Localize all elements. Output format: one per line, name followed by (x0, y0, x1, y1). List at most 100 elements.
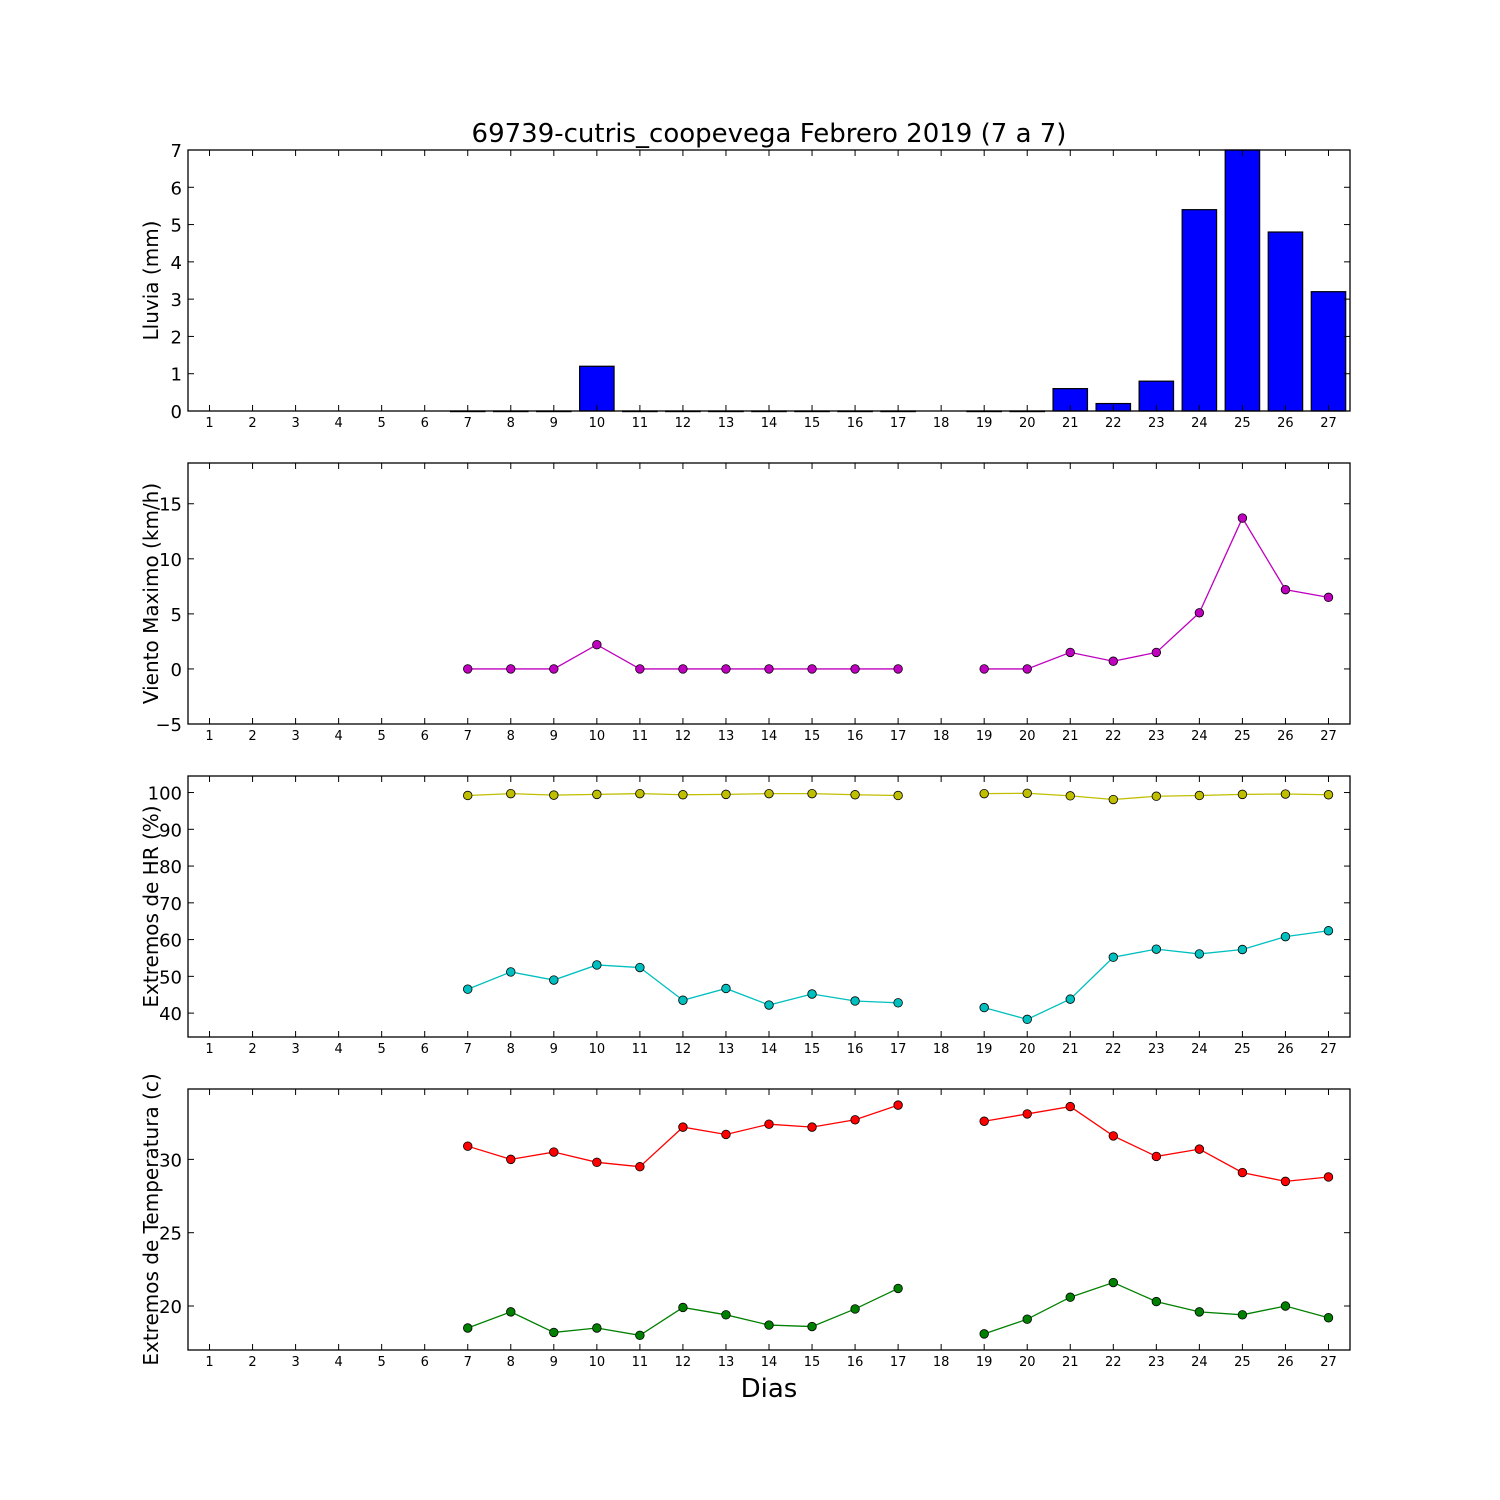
wind-series-1-point-day-23 (1151, 647, 1162, 658)
temperature-xtick-label: 10 (589, 1355, 606, 1370)
humidity-plot-frame (187, 775, 1351, 1038)
humidity-series-1-point-day-19 (979, 788, 989, 799)
wind-series-1-point-day-9 (549, 664, 559, 674)
humidity-series-1-point-day-21 (1065, 791, 1075, 801)
temperature-series-1-point-day-21 (1065, 1101, 1075, 1112)
temperature-xtick-label: 1 (205, 1355, 213, 1370)
rain-xtick-label: 22 (1105, 416, 1122, 431)
humidity-series-2-point-day-21 (1065, 994, 1075, 1004)
rain-y-axis-label: Lluvia (mm) (139, 221, 163, 341)
rain-plot-frame (187, 149, 1351, 412)
rain-xtick-label: 17 (890, 416, 907, 431)
temperature-series-2-point-day-13 (721, 1310, 731, 1320)
wind-xtick-label: 3 (291, 729, 299, 744)
rain-xtick-label: 24 (1191, 416, 1208, 431)
humidity-xtick-label: 8 (507, 1042, 515, 1057)
humidity-ytick-label: 40 (159, 1004, 182, 1025)
rain-ytick-label: 0 (171, 402, 182, 423)
humidity-series-2-point-day-8 (506, 967, 516, 977)
temperature-series-1-point-day-14 (764, 1119, 774, 1129)
temperature-series-2-line-2 (983, 1281, 1329, 1335)
humidity-series-1-point-day-23 (1151, 791, 1162, 801)
rain-xtick-label: 7 (464, 416, 472, 431)
wind-series-1-point-day-11 (635, 664, 645, 674)
wind-series-1-point-day-8 (506, 664, 516, 674)
humidity-series-1-point-day-20 (1022, 788, 1032, 798)
wind-ytick-label: −5 (155, 715, 182, 736)
rain-xtick-label: 16 (847, 416, 864, 431)
humidity-ytick-label: 90 (159, 820, 182, 841)
humidity-series-1-point-day-7 (463, 790, 473, 801)
temperature-series-2-point-day-16 (850, 1304, 860, 1314)
temperature-xtick-label: 14 (761, 1355, 778, 1370)
rain-xtick-label: 8 (507, 416, 515, 431)
humidity-series-2-line-2 (984, 930, 1329, 1021)
rain-bar-day-26 (1267, 231, 1304, 412)
wind-series-1-line-2 (984, 516, 1329, 670)
temperature-series-1-point-day-12 (678, 1122, 688, 1132)
temperature-series-1-point-day-23 (1151, 1151, 1162, 1162)
humidity-xtick-label: 12 (675, 1042, 692, 1057)
humidity-series-1-point-day-9 (549, 790, 559, 800)
wind-series-1-point-day-25 (1237, 513, 1248, 523)
temperature-xtick-label: 6 (421, 1355, 429, 1370)
rain-xtick-label: 4 (334, 416, 342, 431)
rain-ytick-label: 7 (171, 141, 182, 162)
temperature-series-2-point-day-15 (807, 1321, 817, 1332)
temperature-series-2-point-day-22 (1108, 1277, 1118, 1288)
humidity-xtick-label: 19 (976, 1042, 993, 1057)
temperature-series-2-point-day-14 (764, 1320, 774, 1330)
temperature-xtick-label: 25 (1234, 1355, 1251, 1370)
wind-series-1-point-day-10 (592, 640, 602, 650)
humidity-ytick-label: 80 (159, 857, 182, 878)
rain-ytick-label: 5 (171, 216, 182, 237)
wind-ytick-label: 10 (159, 550, 182, 571)
humidity-series-1-point-day-13 (721, 789, 731, 800)
temperature-ytick-label: 20 (159, 1297, 182, 1318)
humidity-series-1-point-day-12 (678, 790, 688, 800)
humidity-xtick-label: 23 (1148, 1042, 1165, 1057)
temperature-series-1-point-day-9 (549, 1147, 559, 1157)
humidity-xtick-label: 27 (1320, 1042, 1337, 1057)
rain-xtick-label: 21 (1062, 416, 1079, 431)
wind-xtick-label: 22 (1105, 729, 1122, 744)
rain-bar-day-10 (579, 365, 615, 412)
wind-y-axis-label: Viento Maximo (km/h) (139, 483, 163, 704)
temperature-series-1-point-day-19 (979, 1116, 989, 1126)
temperature-xtick-label: 23 (1148, 1355, 1165, 1370)
wind-series-1-point-day-20 (1022, 664, 1032, 674)
wind-xtick-label: 9 (550, 729, 558, 744)
humidity-ytick-label: 60 (159, 931, 182, 952)
humidity-series-1-point-day-8 (506, 788, 516, 799)
rain-xtick-label: 2 (248, 416, 256, 431)
temperature-xtick-label: 15 (804, 1355, 821, 1370)
temperature-series-1-point-day-11 (635, 1162, 645, 1172)
wind-series-1-point-day-14 (764, 664, 774, 674)
figure-title: 69739-cutris_coopevega Febrero 2019 (7 a… (472, 119, 1067, 149)
humidity-series-1-point-day-17 (893, 790, 903, 801)
wind-series-1-point-day-21 (1065, 647, 1075, 658)
wind-xtick-label: 23 (1148, 729, 1165, 744)
wind-xtick-label: 5 (378, 729, 386, 744)
temperature-y-axis-label: Extremos de Temperatura (c) (139, 1073, 163, 1365)
rain-xtick-label: 13 (718, 416, 735, 431)
wind-xtick-label: 7 (464, 729, 472, 744)
humidity-xtick-label: 2 (248, 1042, 256, 1057)
temperature-series-1-point-day-15 (807, 1122, 817, 1132)
wind-xtick-label: 10 (589, 729, 606, 744)
wind-series-1-point-day-16 (850, 664, 860, 674)
temperature-xtick-label: 16 (847, 1355, 864, 1370)
wind-xtick-label: 19 (976, 729, 993, 744)
temperature-ytick-label: 25 (159, 1224, 182, 1245)
rain-xtick-label: 5 (378, 416, 386, 431)
temperature-series-2-point-day-25 (1237, 1310, 1248, 1320)
temperature-series-2-point-day-12 (678, 1302, 688, 1313)
temperature-series-1-point-day-16 (850, 1115, 860, 1125)
rain-ytick-label: 4 (171, 253, 182, 274)
wind-series-1-point-day-27 (1323, 592, 1334, 603)
humidity-xtick-label: 15 (804, 1042, 821, 1057)
humidity-series-2-point-day-7 (463, 984, 473, 994)
wind-series-1-point-day-24 (1194, 608, 1205, 618)
humidity-series-2-point-day-27 (1323, 926, 1334, 936)
